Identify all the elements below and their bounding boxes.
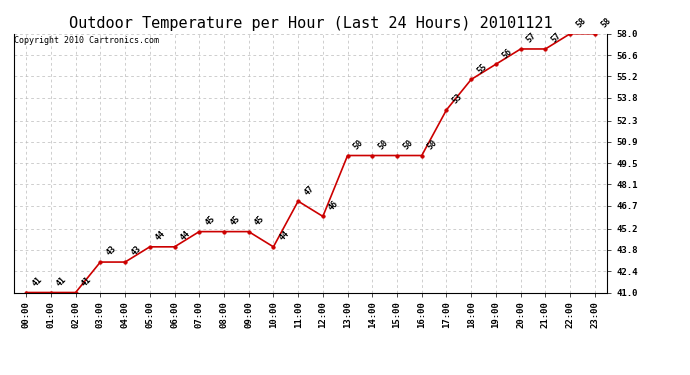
Text: 50: 50 <box>352 138 365 152</box>
Text: 45: 45 <box>228 214 242 228</box>
Text: 43: 43 <box>129 244 143 258</box>
Text: 45: 45 <box>253 214 266 228</box>
Text: 41: 41 <box>80 275 93 288</box>
Text: 50: 50 <box>426 138 440 152</box>
Text: 44: 44 <box>179 229 192 243</box>
Text: 55: 55 <box>475 62 489 75</box>
Text: 50: 50 <box>401 138 415 152</box>
Text: 57: 57 <box>549 32 563 45</box>
Text: 56: 56 <box>500 46 513 60</box>
Text: 46: 46 <box>327 199 340 212</box>
Text: 44: 44 <box>277 229 291 243</box>
Text: 53: 53 <box>451 92 464 106</box>
Text: Copyright 2010 Cartronics.com: Copyright 2010 Cartronics.com <box>14 36 159 45</box>
Text: 58: 58 <box>599 16 613 30</box>
Text: 57: 57 <box>525 32 538 45</box>
Text: 41: 41 <box>30 275 43 288</box>
Text: 44: 44 <box>154 229 168 243</box>
Text: 50: 50 <box>377 138 390 152</box>
Title: Outdoor Temperature per Hour (Last 24 Hours) 20101121: Outdoor Temperature per Hour (Last 24 Ho… <box>69 16 552 31</box>
Text: 47: 47 <box>302 184 316 197</box>
Text: 41: 41 <box>55 275 68 288</box>
Text: 43: 43 <box>104 244 118 258</box>
Text: 45: 45 <box>204 214 217 228</box>
Text: 58: 58 <box>574 16 588 30</box>
